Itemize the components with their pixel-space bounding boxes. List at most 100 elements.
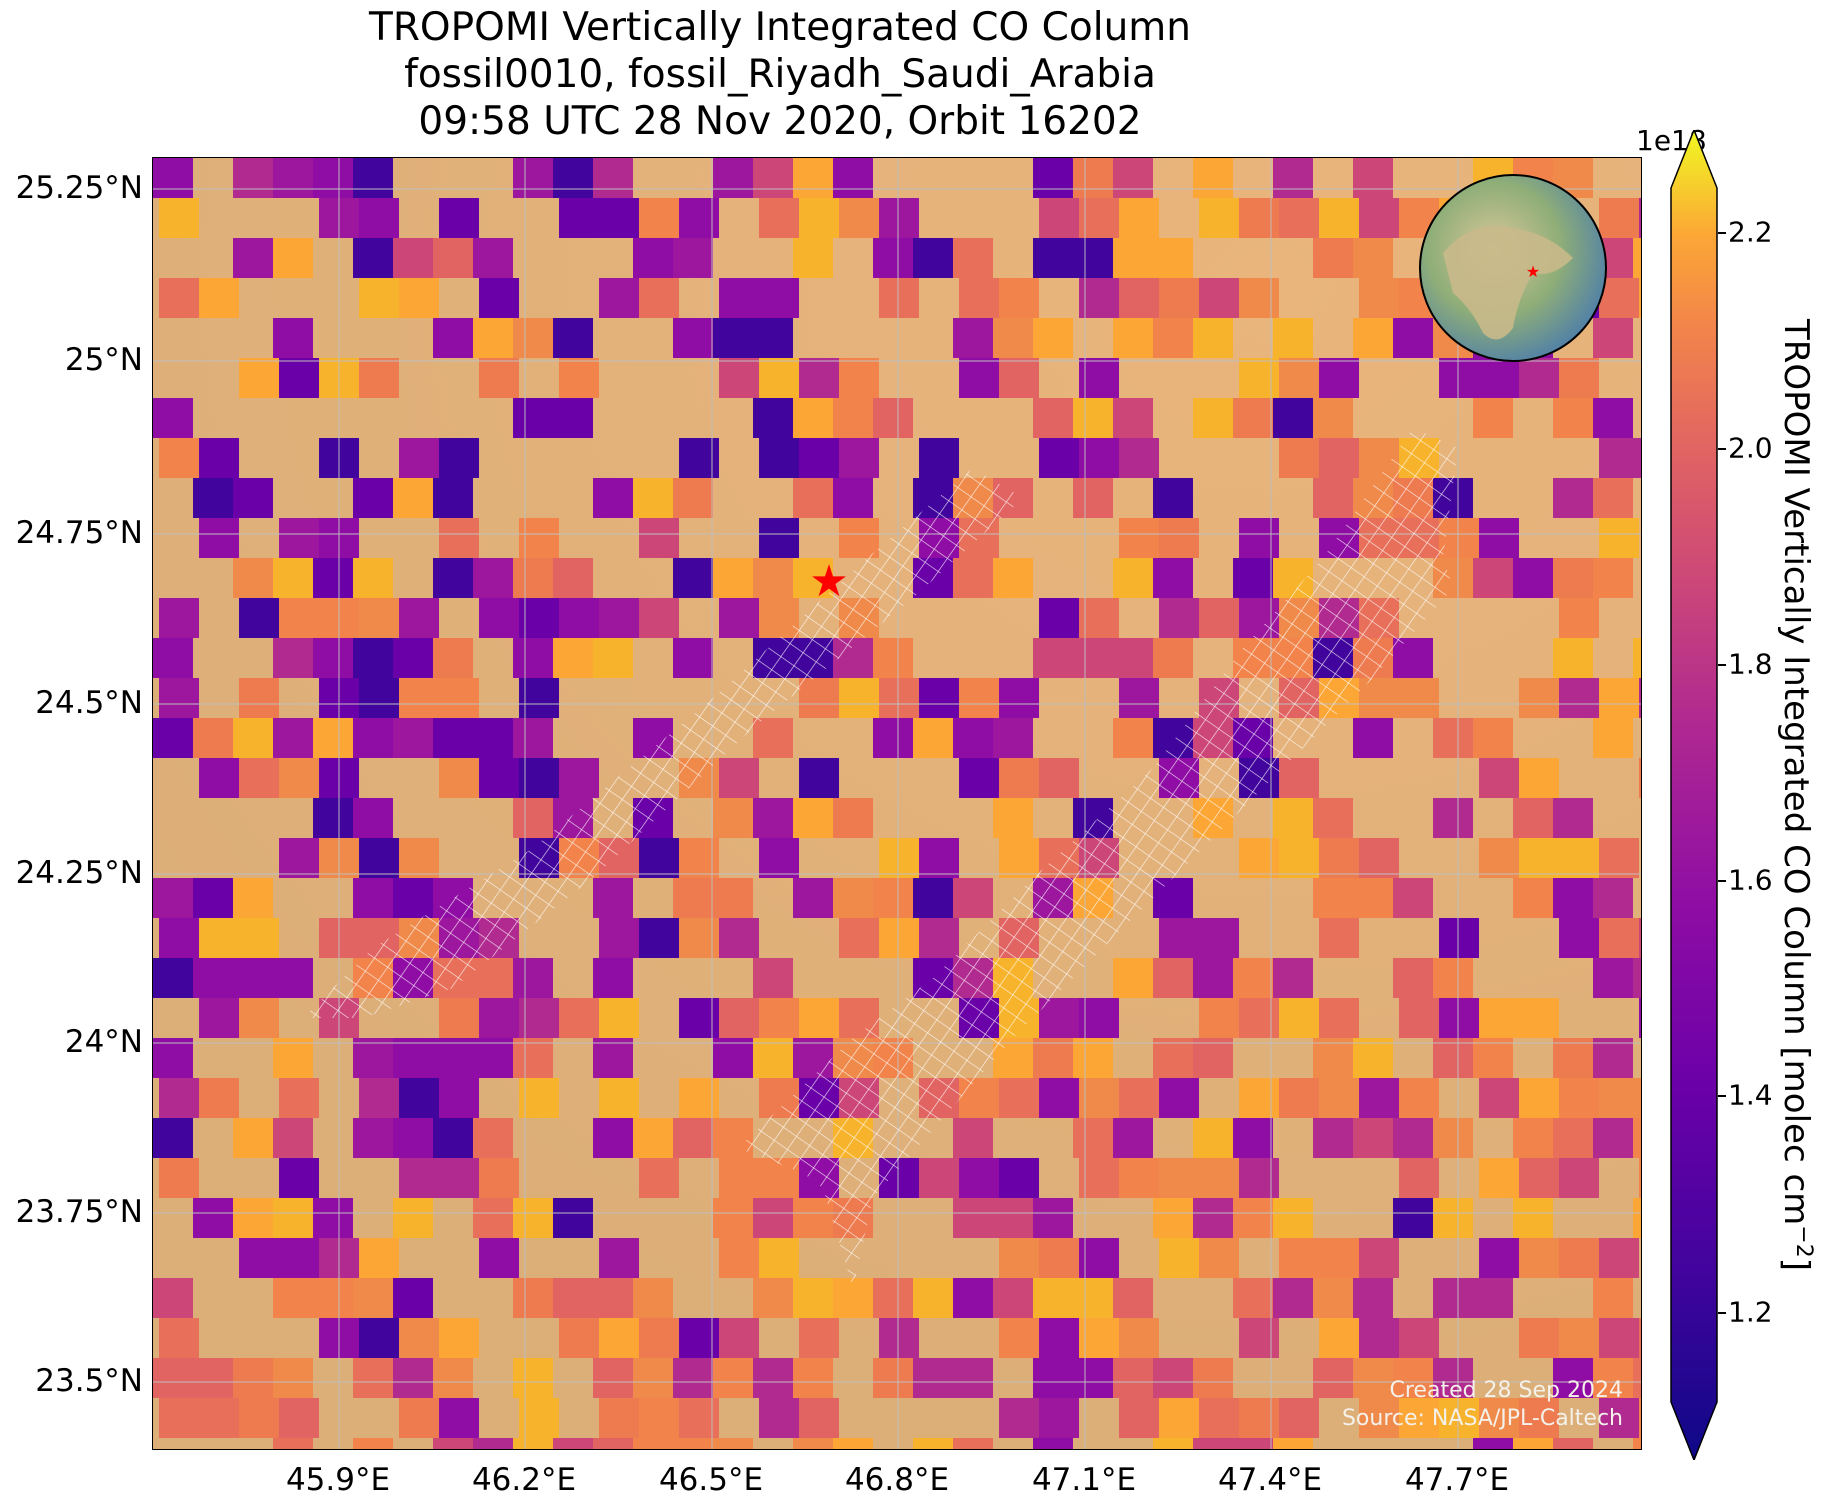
co-pixel [1353,718,1393,758]
co-pixel [1433,958,1473,998]
co-pixel [1159,918,1199,958]
co-pixel [1639,1318,1641,1358]
co-pixel [1073,638,1113,678]
co-pixel [1319,838,1359,878]
co-pixel [1639,998,1641,1038]
co-pixel [1039,598,1079,638]
co-pixel [473,1438,513,1449]
co-pixel [159,678,199,718]
co-pixel [1119,1158,1159,1198]
co-pixel [1239,1398,1279,1438]
co-pixel [599,1398,639,1438]
co-pixel [639,918,679,958]
co-pixel [559,1318,599,1358]
co-pixel [913,1438,953,1449]
co-pixel [193,478,233,518]
co-pixel [1633,1438,1641,1449]
co-pixel [713,1438,753,1449]
co-pixel [313,558,353,598]
co-pixel [153,878,193,918]
co-pixel [1313,1358,1353,1398]
co-pixel [393,1358,433,1398]
co-pixel [833,1438,873,1449]
co-pixel [873,398,913,438]
co-pixel [513,558,553,598]
co-pixel [719,598,759,638]
co-pixel [199,1078,239,1118]
co-pixel [679,438,719,478]
co-pixel [1513,1118,1553,1158]
co-pixel [279,1238,319,1278]
colorbar-tick-mark [1718,448,1726,450]
swath-overlay-north [303,468,1023,1018]
colorbar-tick: 2.0 [1728,431,1773,465]
co-pixel [1033,1278,1073,1318]
colorbar-label-end: ] [1775,1257,1816,1271]
co-pixel [1233,1198,1273,1238]
co-pixel [1433,1358,1473,1398]
co-pixel [1153,558,1193,598]
co-pixel [233,1358,273,1398]
co-pixel [719,1318,759,1358]
colorbar-label: TROPOMI Vertically Integrated CO Column … [1776,319,1816,1271]
co-pixel [959,758,999,798]
co-pixel [1519,1318,1559,1358]
co-pixel [473,1198,513,1238]
co-pixel [1399,1398,1439,1438]
co-pixel [799,198,839,238]
co-pixel [1599,438,1639,478]
co-pixel [633,478,673,518]
co-pixel [793,1198,833,1238]
lat-tick: 24°N [64,1024,143,1060]
co-pixel [753,1038,793,1078]
co-pixel [753,798,793,838]
co-pixel [1399,1078,1439,1118]
co-pixel [513,798,553,838]
co-pixel [1633,638,1641,678]
co-pixel [313,1278,353,1318]
co-pixel [1079,278,1119,318]
co-pixel [359,278,399,318]
co-pixel [599,598,639,638]
co-pixel [153,158,193,198]
co-pixel [1073,1118,1113,1158]
co-pixel [1513,558,1553,598]
co-pixel [353,238,393,278]
colorbar-tick-mark [1718,664,1726,666]
co-pixel [1033,1038,1073,1078]
co-pixel [393,718,433,758]
co-pixel [1113,238,1153,278]
co-pixel [793,878,833,918]
co-pixel [153,1358,193,1398]
co-pixel [839,438,879,478]
co-pixel [159,598,199,638]
co-pixel [239,918,279,958]
co-pixel [1399,1318,1439,1358]
co-pixel [679,1398,719,1438]
co-pixel [1313,478,1353,518]
co-pixel [1039,1238,1079,1278]
map-panel[interactable]: ★ ★ Created 28 Sep 2024 Source: NASA/JPL… [152,157,1642,1450]
co-pixel [199,1398,239,1438]
co-pixel [1273,798,1313,838]
co-pixel [1393,318,1433,358]
co-pixel [719,1238,759,1278]
co-pixel [839,518,879,558]
co-pixel [1239,1158,1279,1198]
co-pixel [519,518,559,558]
co-pixel [159,438,199,478]
co-pixel [953,1198,993,1238]
co-pixel [273,638,313,678]
co-pixel [1553,1358,1593,1398]
co-pixel [1599,198,1639,238]
co-pixel [1113,958,1153,998]
co-pixel [1313,398,1353,438]
co-pixel [713,1118,753,1158]
co-pixel [239,358,279,398]
co-pixel [679,1318,719,1358]
co-pixel [1119,278,1159,318]
co-pixel [1119,1078,1159,1118]
co-pixel [1119,198,1159,238]
co-pixel [1113,1118,1153,1158]
co-pixel [1599,1238,1639,1278]
